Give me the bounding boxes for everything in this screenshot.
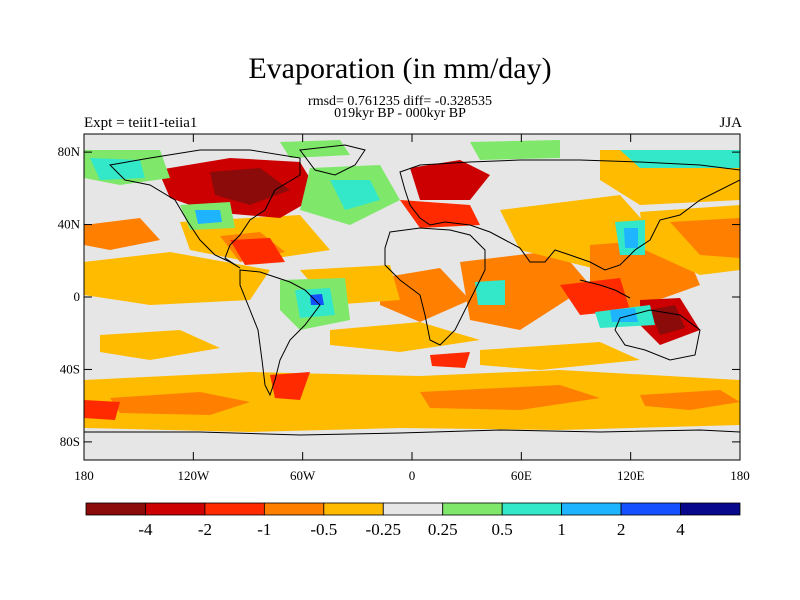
field-region: [640, 390, 740, 410]
field-region: [460, 250, 590, 330]
map-field: [84, 134, 740, 460]
colorbar-label: 1: [557, 520, 566, 539]
colorbar-swatch: [204, 502, 265, 516]
colorbar-label: 0.25: [428, 520, 458, 539]
colorbar-label: 0.5: [492, 520, 513, 539]
axis-ticks: 80N 40N 0 40S 80S 180 120W 60W 0 60E 120E 180: [58, 134, 750, 483]
field-region: [470, 140, 560, 160]
field-region: [330, 180, 380, 210]
colorbar-swatch: [620, 502, 681, 516]
colorbar-swatch: [323, 502, 384, 516]
field-region: [560, 278, 630, 315]
field-region: [195, 210, 222, 224]
lat-label: 40S: [60, 361, 80, 376]
field-region: [84, 400, 120, 420]
field-region: [480, 342, 640, 370]
stats-line: rmsd= 0.761235 diff= -0.328535: [308, 94, 492, 109]
colorbar-swatch: [442, 502, 503, 516]
period-line: 019kyr BP - 000kyr BP: [334, 106, 466, 121]
field-region: [410, 160, 490, 200]
field-region: [210, 168, 290, 205]
lat-label: 40N: [58, 217, 81, 232]
field-region: [280, 140, 350, 158]
lon-label: 180: [730, 468, 750, 483]
colorbar-swatch: [85, 502, 146, 516]
colorbar-swatch: [382, 502, 444, 516]
colorbar-label: -0.5: [310, 520, 337, 539]
field-region: [84, 370, 740, 432]
field-region: [650, 305, 685, 335]
colorbar-swatch: [263, 502, 325, 516]
colorbar: -4 -2 -1 -0.5 -0.25 0.25 0.5 1 2 4: [85, 502, 741, 539]
field-region: [620, 150, 740, 168]
colorbar-label: -4: [138, 520, 153, 539]
lat-label: 80N: [58, 144, 81, 159]
colorbar-label: -1: [257, 520, 271, 539]
map-title: Evaporation (in mm/day): [248, 52, 552, 85]
season-label: JJA: [719, 115, 742, 131]
lat-label: 0: [74, 289, 81, 304]
field-region: [110, 392, 250, 415]
colorbar-swatch: [501, 502, 563, 516]
field-region: [610, 308, 638, 322]
field-region: [310, 294, 324, 305]
lon-label: 120W: [177, 468, 210, 483]
experiment-label: Expt = teiit1-teiia1: [84, 115, 198, 131]
field-region: [430, 352, 470, 368]
colorbar-label: 4: [676, 520, 685, 539]
lon-label: 0: [409, 468, 416, 483]
field-region: [100, 330, 220, 360]
lat-label: 80S: [60, 434, 80, 449]
lon-label: 60W: [290, 468, 316, 483]
field-region: [84, 218, 160, 250]
colorbar-swatch: [561, 502, 622, 516]
lon-label: 120E: [617, 468, 645, 483]
coastlines: [84, 144, 740, 436]
colorbar-swatch: [145, 502, 206, 516]
field-region: [670, 218, 740, 258]
field-region: [475, 280, 505, 305]
field-region: [230, 238, 285, 265]
field-region: [84, 252, 270, 305]
colorbar-label: 2: [617, 520, 626, 539]
field-region: [624, 228, 638, 248]
field-region: [330, 322, 480, 352]
field-region: [420, 385, 600, 410]
colorbar-label: -0.25: [366, 520, 401, 539]
field-region: [90, 158, 145, 180]
field-region: [400, 200, 480, 228]
colorbar-swatch: [680, 502, 741, 516]
colorbar-label: -2: [198, 520, 212, 539]
lon-label: 180: [74, 468, 94, 483]
field-region: [270, 372, 310, 400]
lon-label: 60E: [511, 468, 532, 483]
